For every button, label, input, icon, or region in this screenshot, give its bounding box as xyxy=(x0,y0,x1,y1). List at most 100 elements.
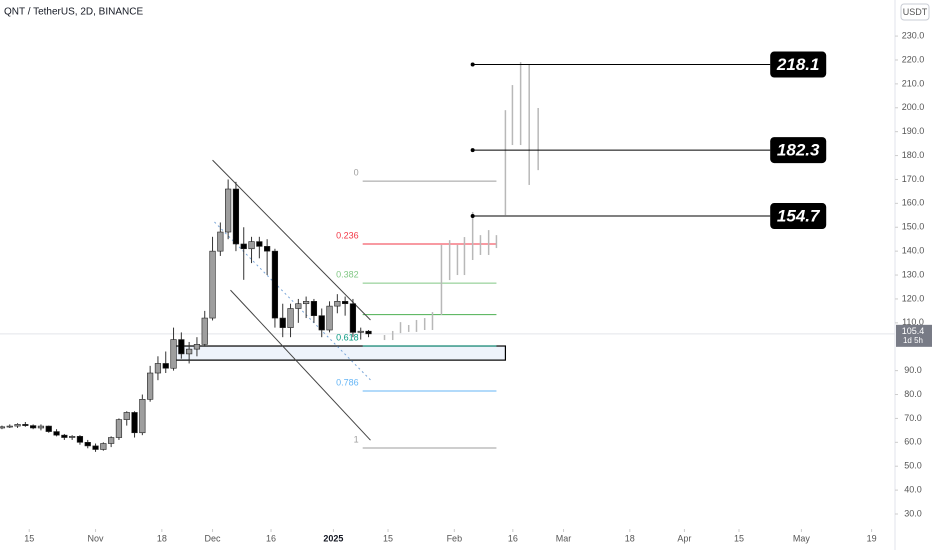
y-tick-label: 120.0 xyxy=(902,293,925,303)
x-tick-label: Feb xyxy=(447,533,463,543)
candle-body xyxy=(123,412,130,420)
target-dot xyxy=(470,148,475,153)
candle-body xyxy=(162,363,169,369)
trendline xyxy=(212,159,371,321)
candle-body xyxy=(170,339,177,369)
candle-body xyxy=(115,419,123,438)
candle-body xyxy=(193,344,201,350)
candle-body xyxy=(45,425,52,432)
target-dot xyxy=(470,62,475,67)
candle-body xyxy=(365,330,372,335)
candle-body xyxy=(349,303,357,333)
y-tick-label: 160.0 xyxy=(902,198,925,208)
candle-body xyxy=(209,250,216,319)
candle-body xyxy=(271,250,279,319)
y-tick-label: 210.0 xyxy=(902,78,925,88)
target-label: 218.1 xyxy=(776,55,820,74)
y-tick-label: 180.0 xyxy=(902,150,925,160)
x-tick-label: May xyxy=(793,533,811,543)
y-tick-label: 190.0 xyxy=(902,126,925,136)
candle-body xyxy=(108,437,115,444)
candle-body xyxy=(6,425,13,428)
candle-body xyxy=(326,305,333,331)
last-price-label: 105.4 xyxy=(902,326,925,336)
target-label: 182.3 xyxy=(777,141,820,160)
x-tick-label: 15 xyxy=(24,533,34,543)
y-tick-label: 170.0 xyxy=(902,174,925,184)
x-tick-label: 18 xyxy=(625,533,635,543)
candle-body xyxy=(357,330,364,333)
candle-body xyxy=(295,303,302,309)
candle-body xyxy=(201,317,208,345)
x-tick-label: Nov xyxy=(88,533,105,543)
target-box xyxy=(770,137,827,164)
candle-body xyxy=(131,412,138,434)
fib-label: 0.236 xyxy=(336,230,359,240)
candle-body xyxy=(287,308,294,328)
candle-body xyxy=(22,424,29,426)
candle-body xyxy=(0,426,6,429)
candle-body xyxy=(310,301,318,316)
fib-label: 1 xyxy=(354,434,359,444)
y-tick-label: 230.0 xyxy=(902,30,925,40)
candle-body xyxy=(92,445,99,450)
countdown-label: 1d 5h xyxy=(903,336,923,345)
candle-body xyxy=(186,348,193,355)
x-tick-label: 15 xyxy=(734,533,744,543)
y-tick-label: 70.0 xyxy=(904,413,922,423)
y-tick-label: 30.0 xyxy=(904,508,922,518)
currency-box xyxy=(900,3,930,21)
target-box xyxy=(770,51,827,78)
candle-body xyxy=(69,436,76,438)
candle-body xyxy=(61,434,68,438)
candle-body xyxy=(147,372,154,400)
y-tick-label: 130.0 xyxy=(902,269,925,279)
target-label: 154.7 xyxy=(777,207,821,226)
candle-body xyxy=(53,431,60,436)
candle-body xyxy=(217,231,224,252)
target-dot xyxy=(470,214,475,219)
candle-body xyxy=(264,246,271,252)
candle-body xyxy=(14,424,21,427)
candle-body xyxy=(154,363,162,374)
trendline xyxy=(214,221,371,381)
y-tick-label: 220.0 xyxy=(902,54,925,64)
candle-body xyxy=(139,399,146,434)
candle-body xyxy=(248,241,255,250)
last-price-box xyxy=(896,324,932,347)
target-box xyxy=(770,203,827,230)
trendline xyxy=(230,289,371,441)
candle-body xyxy=(84,442,91,447)
y-tick-label: 80.0 xyxy=(904,389,922,399)
y-tick-label: 40.0 xyxy=(904,484,922,494)
fib-label: 0.786 xyxy=(336,377,359,387)
candle-body xyxy=(100,443,107,450)
y-tick-label: 200.0 xyxy=(902,102,925,112)
x-tick-label: Mar xyxy=(556,533,572,543)
y-tick-label: 150.0 xyxy=(902,222,925,232)
fib-label: 0.618 xyxy=(336,332,359,342)
x-tick-label: 19 xyxy=(867,533,877,543)
zone xyxy=(174,345,507,361)
y-tick-label: 110.0 xyxy=(902,317,924,327)
x-tick-label: 2025 xyxy=(323,533,343,543)
candle-body xyxy=(342,301,349,305)
candle-body xyxy=(232,188,240,245)
candle-body xyxy=(318,315,325,331)
x-tick-label: 16 xyxy=(508,533,518,543)
x-tick-label: Apr xyxy=(677,533,691,543)
candle-body xyxy=(37,425,45,429)
candle-body xyxy=(240,243,247,250)
candle-body xyxy=(76,436,84,443)
candle-body xyxy=(225,188,232,233)
candle-body xyxy=(334,301,341,307)
y-tick-label: 140.0 xyxy=(902,246,925,256)
fib-label: 0 xyxy=(354,168,359,178)
x-tick-label: 15 xyxy=(383,533,393,543)
y-tick-label: 90.0 xyxy=(904,365,922,375)
candle-body xyxy=(279,317,286,328)
x-tick-label: 18 xyxy=(157,533,167,543)
candle-body xyxy=(178,339,185,355)
